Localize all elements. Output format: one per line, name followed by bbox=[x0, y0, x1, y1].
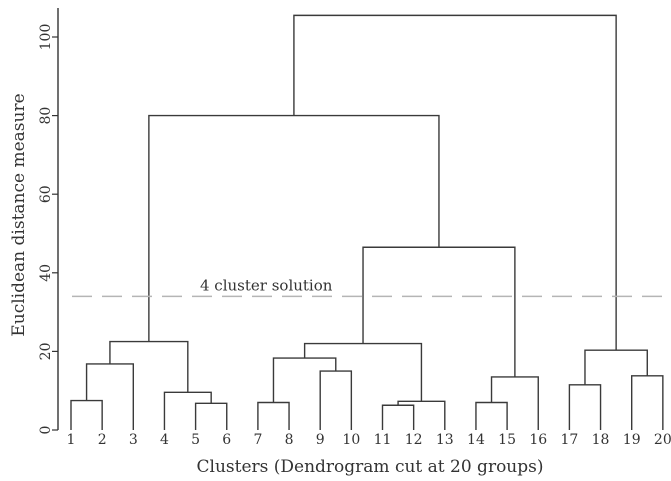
dendrogram-link-36 bbox=[148, 114, 440, 342]
y-axis: 0 20 40 60 80 100 bbox=[38, 8, 59, 435]
leaf-label-14: 14 bbox=[467, 432, 485, 448]
dendrogram-links bbox=[70, 14, 664, 430]
leaf-label-6: 6 bbox=[222, 432, 231, 448]
dendrogram-link-25 bbox=[475, 401, 508, 430]
y-tick-label-20: 20 bbox=[38, 342, 54, 360]
dendrogram-link-24 bbox=[381, 404, 415, 430]
dendrogram-link-38 bbox=[293, 14, 617, 351]
leaf-label-16: 16 bbox=[529, 432, 547, 448]
dendrogram-link-20 bbox=[70, 399, 103, 430]
leaf-label-17: 17 bbox=[560, 432, 578, 448]
y-axis-title: Euclidean distance measure bbox=[9, 93, 29, 336]
dendrogram-link-37 bbox=[584, 349, 648, 385]
y-tick-label-60: 60 bbox=[38, 185, 54, 203]
leaf-label-12: 12 bbox=[405, 432, 423, 448]
x-tick-labels: 1 2 3 4 5 6 7 8 9 10 11 12 13 14 15 16 17 18 19 20 bbox=[67, 432, 671, 448]
leaf-label-4: 4 bbox=[160, 432, 169, 448]
leaf-label-2: 2 bbox=[98, 432, 107, 448]
leaf-label-3: 3 bbox=[129, 432, 138, 448]
y-tick-label-80: 80 bbox=[38, 107, 54, 125]
leaf-label-8: 8 bbox=[285, 432, 294, 448]
dendrogram-link-35 bbox=[362, 246, 516, 377]
cluster-cut-label: 4 cluster solution bbox=[200, 276, 333, 294]
leaf-label-9: 9 bbox=[316, 432, 325, 448]
y-tick-label-40: 40 bbox=[38, 264, 54, 282]
dendrogram-link-22 bbox=[257, 401, 290, 430]
dendrogram-link-21 bbox=[194, 402, 228, 430]
dendrogram-link-27 bbox=[631, 375, 664, 430]
x-axis-title: Clusters (Dendrogram cut at 20 groups) bbox=[197, 457, 544, 477]
dendrogram-link-23 bbox=[319, 370, 353, 430]
dendrogram-link-34 bbox=[490, 376, 539, 430]
dendrogram-link-29 bbox=[163, 391, 212, 430]
leaf-label-20: 20 bbox=[654, 432, 671, 448]
leaf-label-15: 15 bbox=[498, 432, 516, 448]
y-tick-label-100: 100 bbox=[38, 24, 54, 51]
y-tick-label-0: 0 bbox=[38, 426, 54, 435]
leaf-label-19: 19 bbox=[623, 432, 641, 448]
dendrogram-link-28 bbox=[85, 363, 134, 430]
dendrogram-link-30 bbox=[109, 340, 189, 393]
leaf-label-11: 11 bbox=[374, 432, 392, 448]
leaf-label-5: 5 bbox=[191, 432, 200, 448]
leaf-label-1: 1 bbox=[67, 432, 76, 448]
leaf-label-13: 13 bbox=[436, 432, 454, 448]
leaf-label-10: 10 bbox=[342, 432, 360, 448]
dendrogram-link-31 bbox=[272, 357, 337, 403]
dendrogram-link-26 bbox=[568, 384, 602, 430]
leaf-label-18: 18 bbox=[592, 432, 610, 448]
dendrogram-link-33 bbox=[303, 342, 423, 402]
leaf-label-7: 7 bbox=[253, 432, 262, 448]
